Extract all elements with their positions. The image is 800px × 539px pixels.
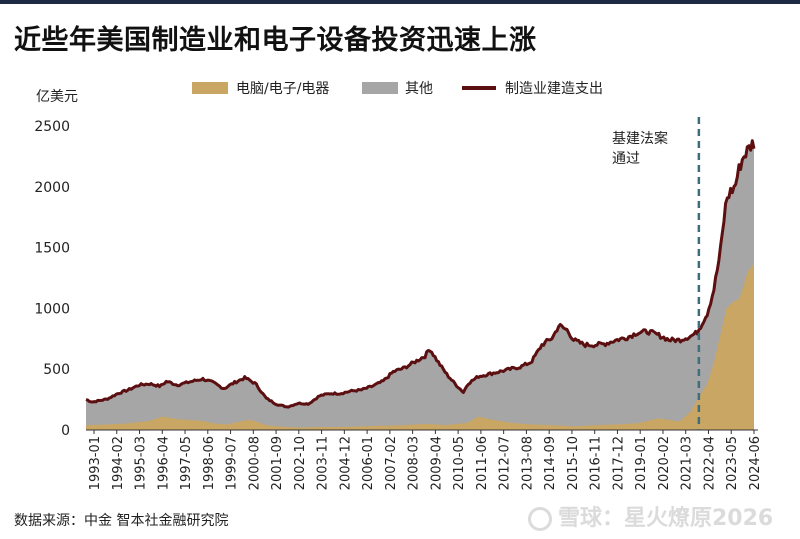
x-tick-label: 2016-11 <box>589 436 604 490</box>
x-tick-label: 1993-01 <box>88 436 103 490</box>
x-tick-label: 2009-04 <box>429 436 444 490</box>
x-tick-label: 1995-03 <box>134 436 149 490</box>
x-tick-label: 2003-11 <box>316 436 331 490</box>
x-tick-label: 2012-07 <box>498 436 513 490</box>
x-tick-label: 1999-07 <box>225 436 240 490</box>
x-tick-label: 2022-04 <box>702 436 717 490</box>
y-tick-label: 500 <box>43 362 70 378</box>
y-tick-label: 2500 <box>34 119 70 135</box>
x-tick-label: 1996-04 <box>156 436 171 490</box>
plot-areas <box>85 139 756 430</box>
x-tick-label: 2010-05 <box>452 436 467 490</box>
line-manufacturing-construction <box>85 139 756 409</box>
x-tick-label: 1997-05 <box>179 436 194 490</box>
y-tick-label: 1500 <box>34 241 70 257</box>
x-tick-label: 1998-06 <box>202 436 217 490</box>
x-tick-label: 2023-05 <box>725 436 740 490</box>
x-tick-label: 2006-01 <box>361 436 376 490</box>
x-axis: 1993-01 1994-02 1995-03 1996-04 1997-05 1998-… <box>86 429 763 490</box>
x-tick-label: 2017-12 <box>611 436 626 490</box>
x-tick-label: 2015-10 <box>566 436 581 490</box>
y-tick-label: 0 <box>61 423 70 439</box>
x-tick-label: 2008-03 <box>407 436 422 490</box>
legend-swatch-electronics <box>192 82 228 94</box>
annotation-text-line1: 基建法案 <box>612 130 668 147</box>
x-tick-label: 2007-02 <box>384 436 399 490</box>
watermark: 雪球：星火燎原2026 <box>528 500 773 532</box>
x-tick-label: 2000-08 <box>247 436 262 490</box>
y-axis: 0 500 1000 1500 2000 2500 <box>34 119 70 439</box>
x-tick-label: 2024-06 <box>748 436 763 490</box>
x-tick-label: 2004-12 <box>338 436 353 490</box>
x-tick-label: 2001-09 <box>270 436 285 490</box>
x-tick-label: 2013-08 <box>520 436 535 490</box>
y-tick-label: 1000 <box>34 301 70 317</box>
x-tick-label: 2021-03 <box>680 436 695 490</box>
watermark-text: 雪球：星火燎原2026 <box>558 506 774 531</box>
x-tick-label: 2014-09 <box>543 436 558 490</box>
legend-label-other: 其他 <box>405 81 433 97</box>
x-tick-label: 2020-02 <box>657 436 672 490</box>
data-source: 数据来源：中金 智本社金融研究院 <box>14 513 229 529</box>
area-other <box>86 143 754 430</box>
legend-label-electronics: 电脑/电子/电器 <box>236 81 329 97</box>
y-axis-label: 亿美元 <box>36 89 78 105</box>
chart-title: 近些年美国制造业和电子设备投资迅速上涨 <box>14 25 537 56</box>
legend-label-line: 制造业建造支出 <box>505 81 603 97</box>
top-accent-bar <box>0 0 800 4</box>
x-tick-label: 2019-01 <box>634 436 649 490</box>
x-tick-label: 2002-10 <box>293 436 308 490</box>
snowball-logo-icon <box>528 507 552 531</box>
legend: 电脑/电子/电器 其他 制造业建造支出 <box>192 81 603 97</box>
legend-swatch-other <box>362 82 398 94</box>
annotation-text-line2: 通过 <box>612 151 640 167</box>
x-tick-label: 1994-02 <box>111 436 126 490</box>
x-tick-label: 2011-06 <box>475 436 490 490</box>
y-tick-label: 2000 <box>34 180 70 196</box>
